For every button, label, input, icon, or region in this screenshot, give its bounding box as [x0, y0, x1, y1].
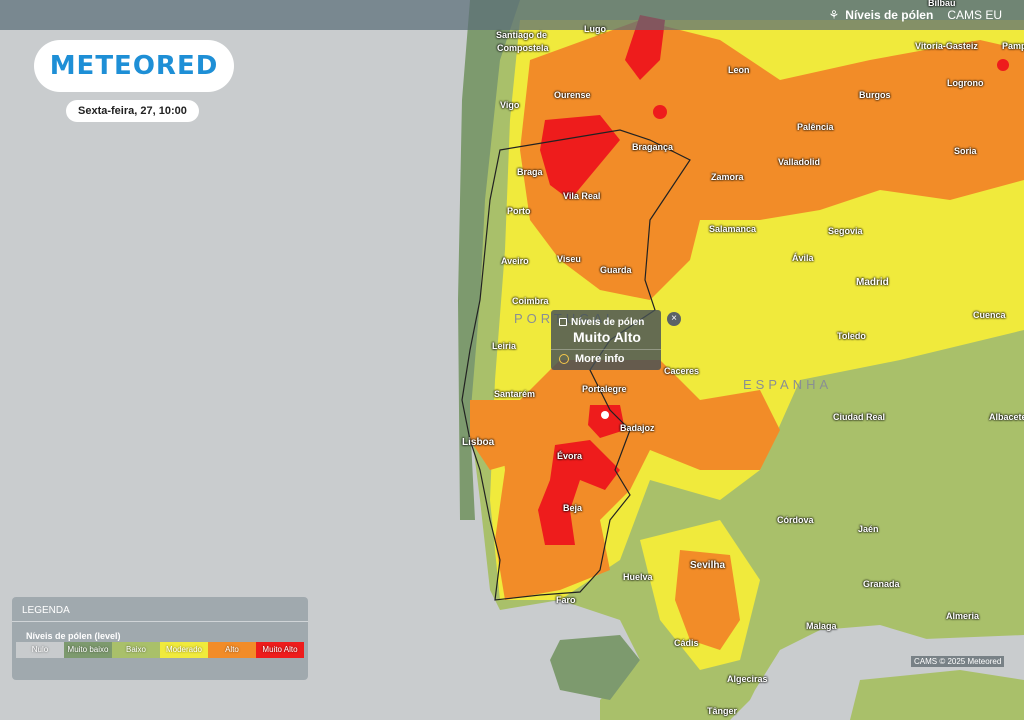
city-label: Beja	[563, 503, 583, 513]
legend-panel: LEGENDA Níveis de pólen (level) Nulo Mui…	[12, 597, 308, 680]
city-label: Évora	[557, 451, 583, 461]
city-label: Pamp	[1002, 41, 1024, 51]
city-label: Compostela	[497, 43, 549, 53]
city-label: Almeria	[946, 611, 980, 621]
city-label: Tânger	[707, 706, 738, 716]
city-label: Valladolid	[778, 157, 821, 167]
info-icon	[559, 354, 569, 364]
layer-name: Níveis de pólen	[845, 8, 934, 22]
legend-level-muito-alto: Muito Alto	[256, 642, 304, 658]
city-label: Salamanca	[709, 224, 757, 234]
legend-scale: Nulo Muito baixo Baixo Moderado Alto Mui…	[16, 642, 304, 658]
more-info-label: More info	[575, 353, 625, 365]
popup-title: Níveis de pólen	[571, 317, 645, 328]
legend-level-moderado: Moderado	[160, 642, 208, 658]
popup-value: Muito Alto	[573, 329, 641, 345]
city-label: Guarda	[600, 265, 632, 275]
legend-divider	[12, 621, 308, 622]
meteored-logo[interactable]: METEORED	[34, 40, 234, 92]
city-label: Huelva	[623, 572, 653, 582]
attribution: CAMS © 2025 Meteored	[911, 656, 1005, 667]
legend-level-baixo: Baixo	[112, 642, 160, 658]
layer-indicator[interactable]: ⚘ Níveis de pólen CAMS EU	[829, 8, 1002, 22]
legend-level-muito-baixo: Muito baixo	[64, 642, 112, 658]
pollen-icon: ⚘	[828, 8, 840, 22]
city-label: Coimbra	[512, 296, 549, 306]
city-label: Soria	[954, 146, 977, 156]
legend-title: LEGENDA	[22, 605, 70, 616]
country-label-spain: ESPANHA	[743, 377, 833, 392]
popup-divider	[551, 349, 661, 350]
logo-text: METEORED	[49, 51, 219, 81]
pollen-popup: Níveis de pólen Muito Alto More info	[551, 310, 661, 370]
city-label: Cuenca	[973, 310, 1006, 320]
city-label: Portalegre	[582, 384, 627, 394]
city-label: Logrono	[947, 78, 984, 88]
city-label: Cádis	[674, 638, 699, 648]
city-label: Lugo	[584, 24, 606, 34]
city-label: Faro	[556, 595, 576, 605]
city-label: Leiria	[492, 341, 517, 351]
city-label: Braga	[517, 167, 543, 177]
city-label: Lisboa	[462, 437, 495, 448]
more-info-link[interactable]: More info	[559, 353, 625, 365]
city-label: Segovia	[828, 226, 863, 236]
city-label: Zamora	[711, 172, 744, 182]
city-label: Ourense	[554, 90, 591, 100]
city-label: Córdova	[777, 515, 814, 525]
city-label: Vitoria-Gasteiz	[915, 41, 978, 51]
city-label: Toledo	[837, 331, 866, 341]
city-label: Burgos	[859, 90, 891, 100]
date-label[interactable]: Sexta-feira, 27, 10:00	[66, 100, 199, 122]
city-label: Malaga	[806, 621, 837, 631]
city-label: Santiago de	[496, 30, 548, 40]
city-label: Bragança	[632, 142, 674, 152]
legend-level-nulo: Nulo	[16, 642, 64, 658]
top-bar: ⚘ Níveis de pólen CAMS EU	[0, 0, 1024, 30]
city-label: Jaén	[858, 524, 879, 534]
city-label: Vigo	[500, 100, 520, 110]
city-label: Viseu	[557, 254, 581, 264]
city-label: Madrid	[856, 277, 889, 288]
location-marker[interactable]	[601, 411, 609, 419]
city-label: Bilbau	[928, 0, 956, 8]
city-label: Caceres	[664, 366, 700, 376]
city-label: Sevilha	[690, 560, 726, 571]
city-label: Palência	[797, 122, 834, 132]
city-label: Leon	[728, 65, 750, 75]
legend-level-alto: Alto	[208, 642, 256, 658]
close-popup-button[interactable]: ×	[667, 312, 681, 326]
city-label: Vila Real	[563, 191, 601, 201]
city-label: Ávila	[792, 253, 814, 263]
legend-subtitle: Níveis de pólen (level)	[26, 631, 121, 641]
city-label: Santarém	[494, 389, 536, 399]
city-label: Albacete	[989, 412, 1024, 422]
city-label: Granada	[863, 579, 900, 589]
city-label: Ciudad Real	[833, 412, 886, 422]
pollen-icon	[559, 318, 567, 327]
popup-title-row: Níveis de pólen	[559, 317, 644, 328]
model-name[interactable]: CAMS EU	[947, 8, 1002, 22]
city-label: Algeciras	[727, 674, 768, 684]
city-label: Aveiro	[501, 256, 529, 266]
city-label: Badajoz	[620, 423, 655, 433]
city-label: Porto	[507, 206, 531, 216]
